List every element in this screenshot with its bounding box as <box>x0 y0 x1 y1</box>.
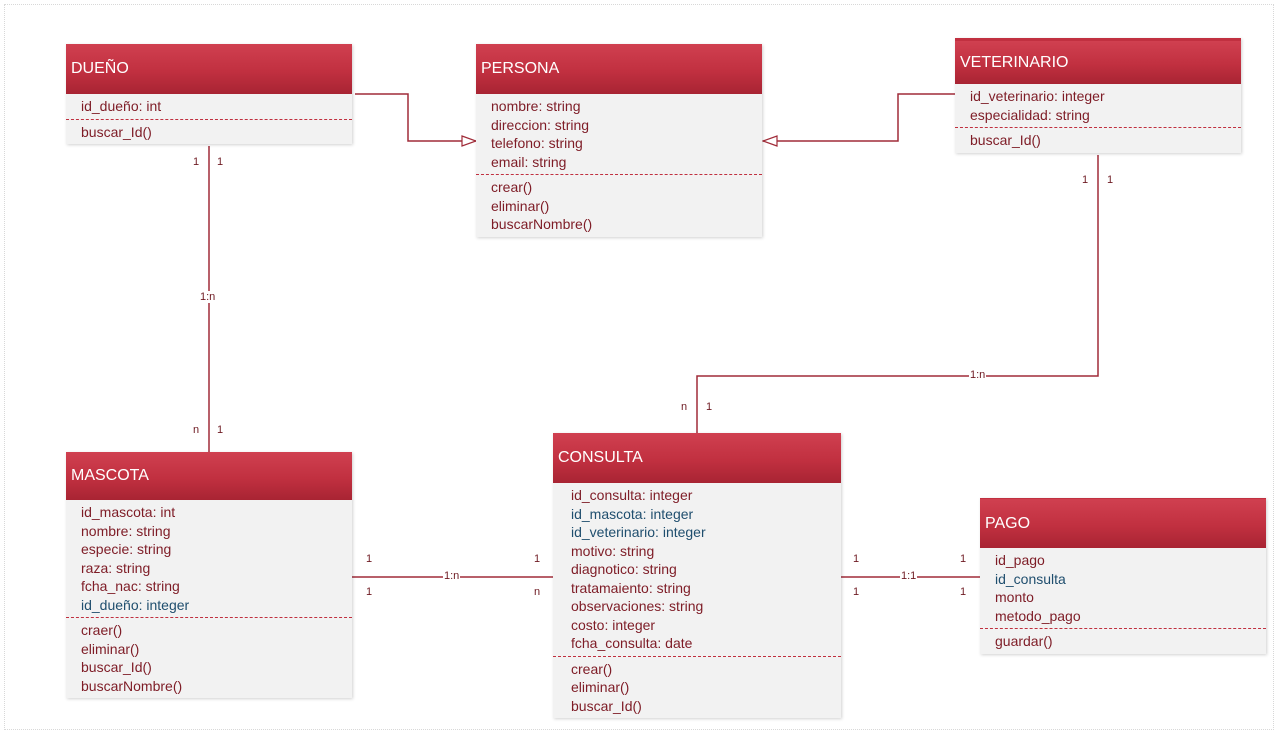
multiplicity: 1 <box>853 553 860 565</box>
relation-label: 1:n <box>199 291 217 303</box>
attribute: email: string <box>491 153 567 170</box>
attribute: id_pago <box>995 552 1045 568</box>
method: buscarNombre() <box>81 677 183 694</box>
class-dueno[interactable]: DUEÑO id_dueño: int buscar_Id() <box>66 44 352 144</box>
class-consulta-title: CONSULTA <box>553 433 841 483</box>
class-persona-methods: crear() eliminar() buscarNombre() <box>476 175 762 237</box>
multiplicity: 1 <box>1107 174 1114 186</box>
method: guardar() <box>995 633 1053 649</box>
class-dueno-methods: buscar_Id() <box>66 120 352 145</box>
attribute-foreign-key: id_dueño: integer <box>81 596 190 613</box>
class-consulta-attributes: id_consulta: integer id_mascota: integer… <box>553 483 841 657</box>
class-persona[interactable]: PERSONA nombre: string direccion: string… <box>476 44 762 237</box>
class-mascota[interactable]: MASCOTA id_mascota: int nombre: string e… <box>66 452 352 698</box>
class-veterinario-title: VETERINARIO <box>955 38 1241 84</box>
attribute: metodo_pago <box>995 607 1081 624</box>
attribute-foreign-key: id_veterinario: integer <box>571 524 706 540</box>
attribute: observaciones: string <box>571 598 704 614</box>
method: buscar_Id() <box>970 132 1041 148</box>
class-mascota-attributes: id_mascota: int nombre: string especie: … <box>66 500 352 618</box>
multiplicity: 1 <box>1082 174 1089 186</box>
multiplicity: 1 <box>960 553 967 565</box>
class-veterinario-attributes: id_veterinario: integer especialidad: st… <box>955 84 1241 128</box>
multiplicity: n <box>193 424 200 436</box>
multiplicity: n <box>534 586 541 598</box>
class-consulta[interactable]: CONSULTA id_consulta: integer id_mascota… <box>553 433 841 718</box>
generalization-dueno-persona <box>355 93 476 141</box>
relation-label: 1:1 <box>900 570 918 582</box>
class-pago-title: PAGO <box>980 498 1266 548</box>
multiplicity: 1 <box>960 586 967 598</box>
class-persona-title: PERSONA <box>476 44 762 94</box>
class-veterinario[interactable]: VETERINARIO id_veterinario: integer espe… <box>955 38 1241 153</box>
attribute: tratamaiento: string <box>571 579 691 596</box>
method: eliminar() <box>491 197 550 214</box>
attribute: costo: integer <box>571 616 656 633</box>
class-pago[interactable]: PAGO id_pago id_consulta monto metodo_pa… <box>980 498 1266 654</box>
multiplicity: 1 <box>366 586 373 598</box>
attribute: nombre: string <box>491 98 581 114</box>
attribute: monto <box>995 589 1034 605</box>
attribute: raza: string <box>81 559 151 576</box>
attribute-foreign-key: id_mascota: integer <box>571 505 694 522</box>
attribute: especie: string <box>81 541 172 557</box>
attribute: id_consulta: integer <box>571 487 693 503</box>
class-veterinario-methods: buscar_Id() <box>955 128 1241 153</box>
attribute: fcha_nac: string <box>81 578 180 594</box>
multiplicity: 1 <box>193 156 200 168</box>
attribute: diagnotico: string <box>571 561 677 577</box>
class-mascota-title: MASCOTA <box>66 452 352 500</box>
method: crear() <box>491 179 533 195</box>
class-persona-attributes: nombre: string direccion: string telefon… <box>476 94 762 175</box>
class-dueno-attributes: id_dueño: int <box>66 94 352 120</box>
method: buscar_Id() <box>81 123 152 140</box>
association-veterinario-consulta <box>696 155 1099 433</box>
attribute: direccion: string <box>491 116 590 133</box>
class-mascota-methods: craer() eliminar() buscar_Id() buscarNom… <box>66 618 352 698</box>
attribute: fcha_consulta: date <box>571 635 693 651</box>
method: buscar_Id() <box>571 697 642 714</box>
attribute: motivo: string <box>571 542 655 559</box>
attribute: id_veterinario: integer <box>970 88 1105 104</box>
attribute: nombre: string <box>81 522 171 539</box>
method: buscarNombre() <box>491 216 593 232</box>
multiplicity: 1 <box>853 586 860 598</box>
multiplicity: n <box>681 401 688 413</box>
attribute: id_dueño: int <box>81 98 162 114</box>
class-pago-methods: guardar() <box>980 629 1266 654</box>
attribute-foreign-key: id_consulta <box>995 570 1066 587</box>
class-consulta-methods: crear() eliminar() buscar_Id() <box>553 657 841 719</box>
method: eliminar() <box>571 679 630 695</box>
multiplicity: 1 <box>706 401 713 413</box>
attribute: telefono: string <box>491 135 583 151</box>
multiplicity: 1 <box>217 156 224 168</box>
relation-label: 1:n <box>443 570 461 582</box>
diagram-frame <box>4 4 1274 730</box>
class-pago-attributes: id_pago id_consulta monto metodo_pago <box>980 548 1266 629</box>
generalization-veterinario-persona <box>763 93 955 141</box>
class-dueno-title: DUEÑO <box>66 44 352 94</box>
method: buscar_Id() <box>81 659 152 675</box>
method: eliminar() <box>81 640 140 657</box>
method: craer() <box>81 622 123 638</box>
attribute: id_mascota: int <box>81 504 176 520</box>
attribute: especialidad: string <box>970 106 1090 123</box>
multiplicity: 1 <box>217 424 224 436</box>
multiplicity: 1 <box>534 553 541 565</box>
multiplicity: 1 <box>366 553 373 565</box>
relation-label: 1:n <box>969 369 987 381</box>
method: crear() <box>571 660 613 677</box>
